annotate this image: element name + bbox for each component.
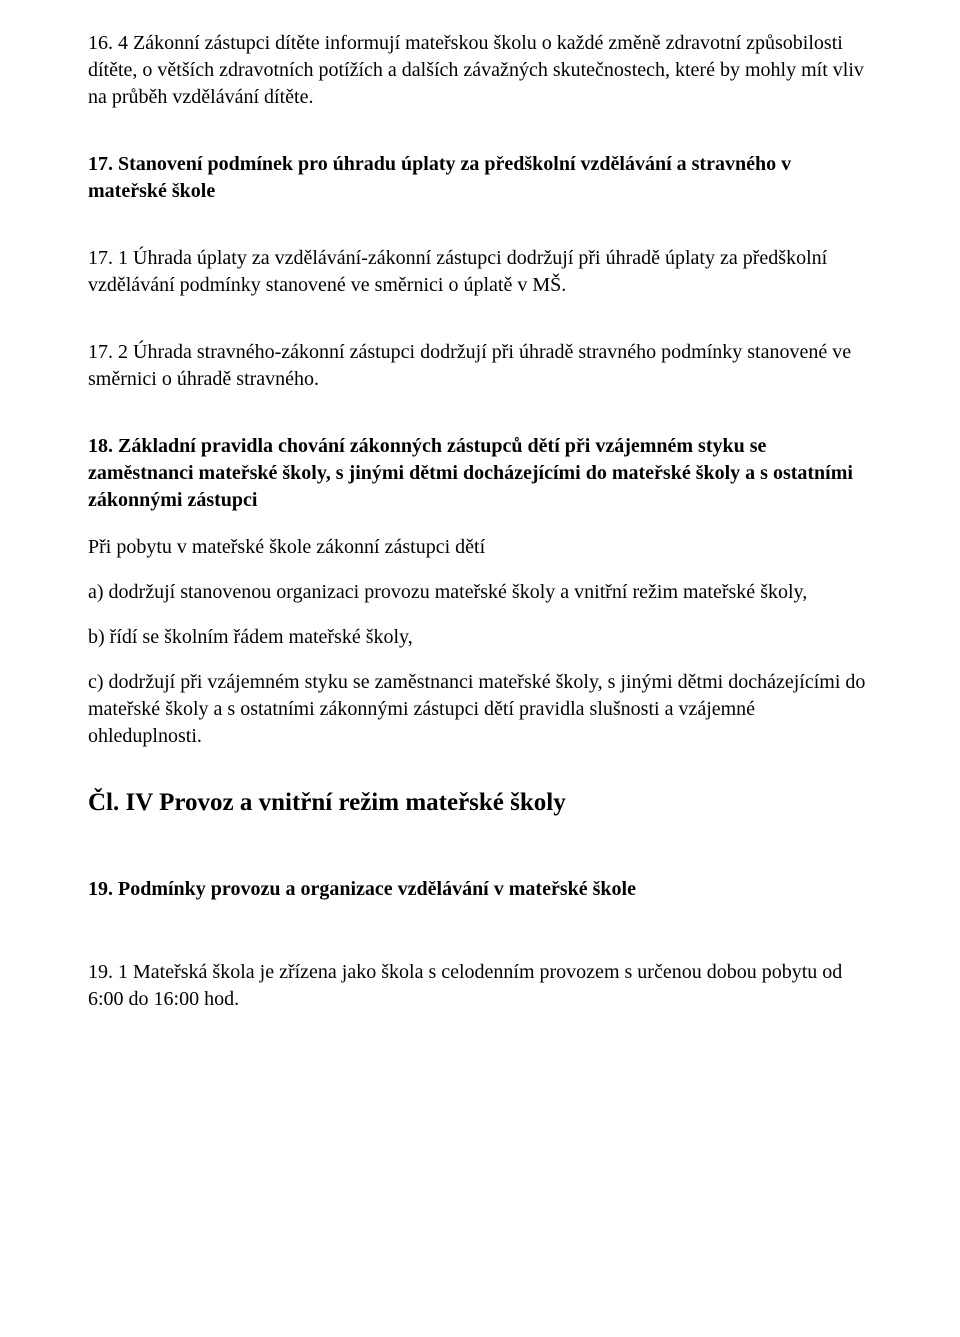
paragraph-17-2: 17. 2 Úhrada stravného-zákonní zástupci … <box>88 339 872 393</box>
list-item-a: a) dodržují stanovenou organizaci provoz… <box>88 579 872 606</box>
heading-19: 19. Podmínky provozu a organizace vzdělá… <box>88 876 872 903</box>
list-item-b: b) řídí se školním řádem mateřské školy, <box>88 624 872 651</box>
heading-17: 17. Stanovení podmínek pro úhradu úplaty… <box>88 151 872 205</box>
paragraph-16-4: 16. 4 Zákonní zástupci dítěte informují … <box>88 30 872 111</box>
list-item-c: c) dodržují při vzájemném styku se zaměs… <box>88 669 872 750</box>
heading-18: 18. Základní pravidla chování zákonných … <box>88 433 872 514</box>
paragraph-17-1: 17. 1 Úhrada úplaty za vzdělávání-zákonn… <box>88 245 872 299</box>
heading-cl-iv: Čl. IV Provoz a vnitřní režim mateřské š… <box>88 786 872 820</box>
paragraph-19-1: 19. 1 Mateřská škola je zřízena jako ško… <box>88 959 872 1013</box>
paragraph-18-intro: Při pobytu v mateřské škole zákonní zást… <box>88 534 872 561</box>
